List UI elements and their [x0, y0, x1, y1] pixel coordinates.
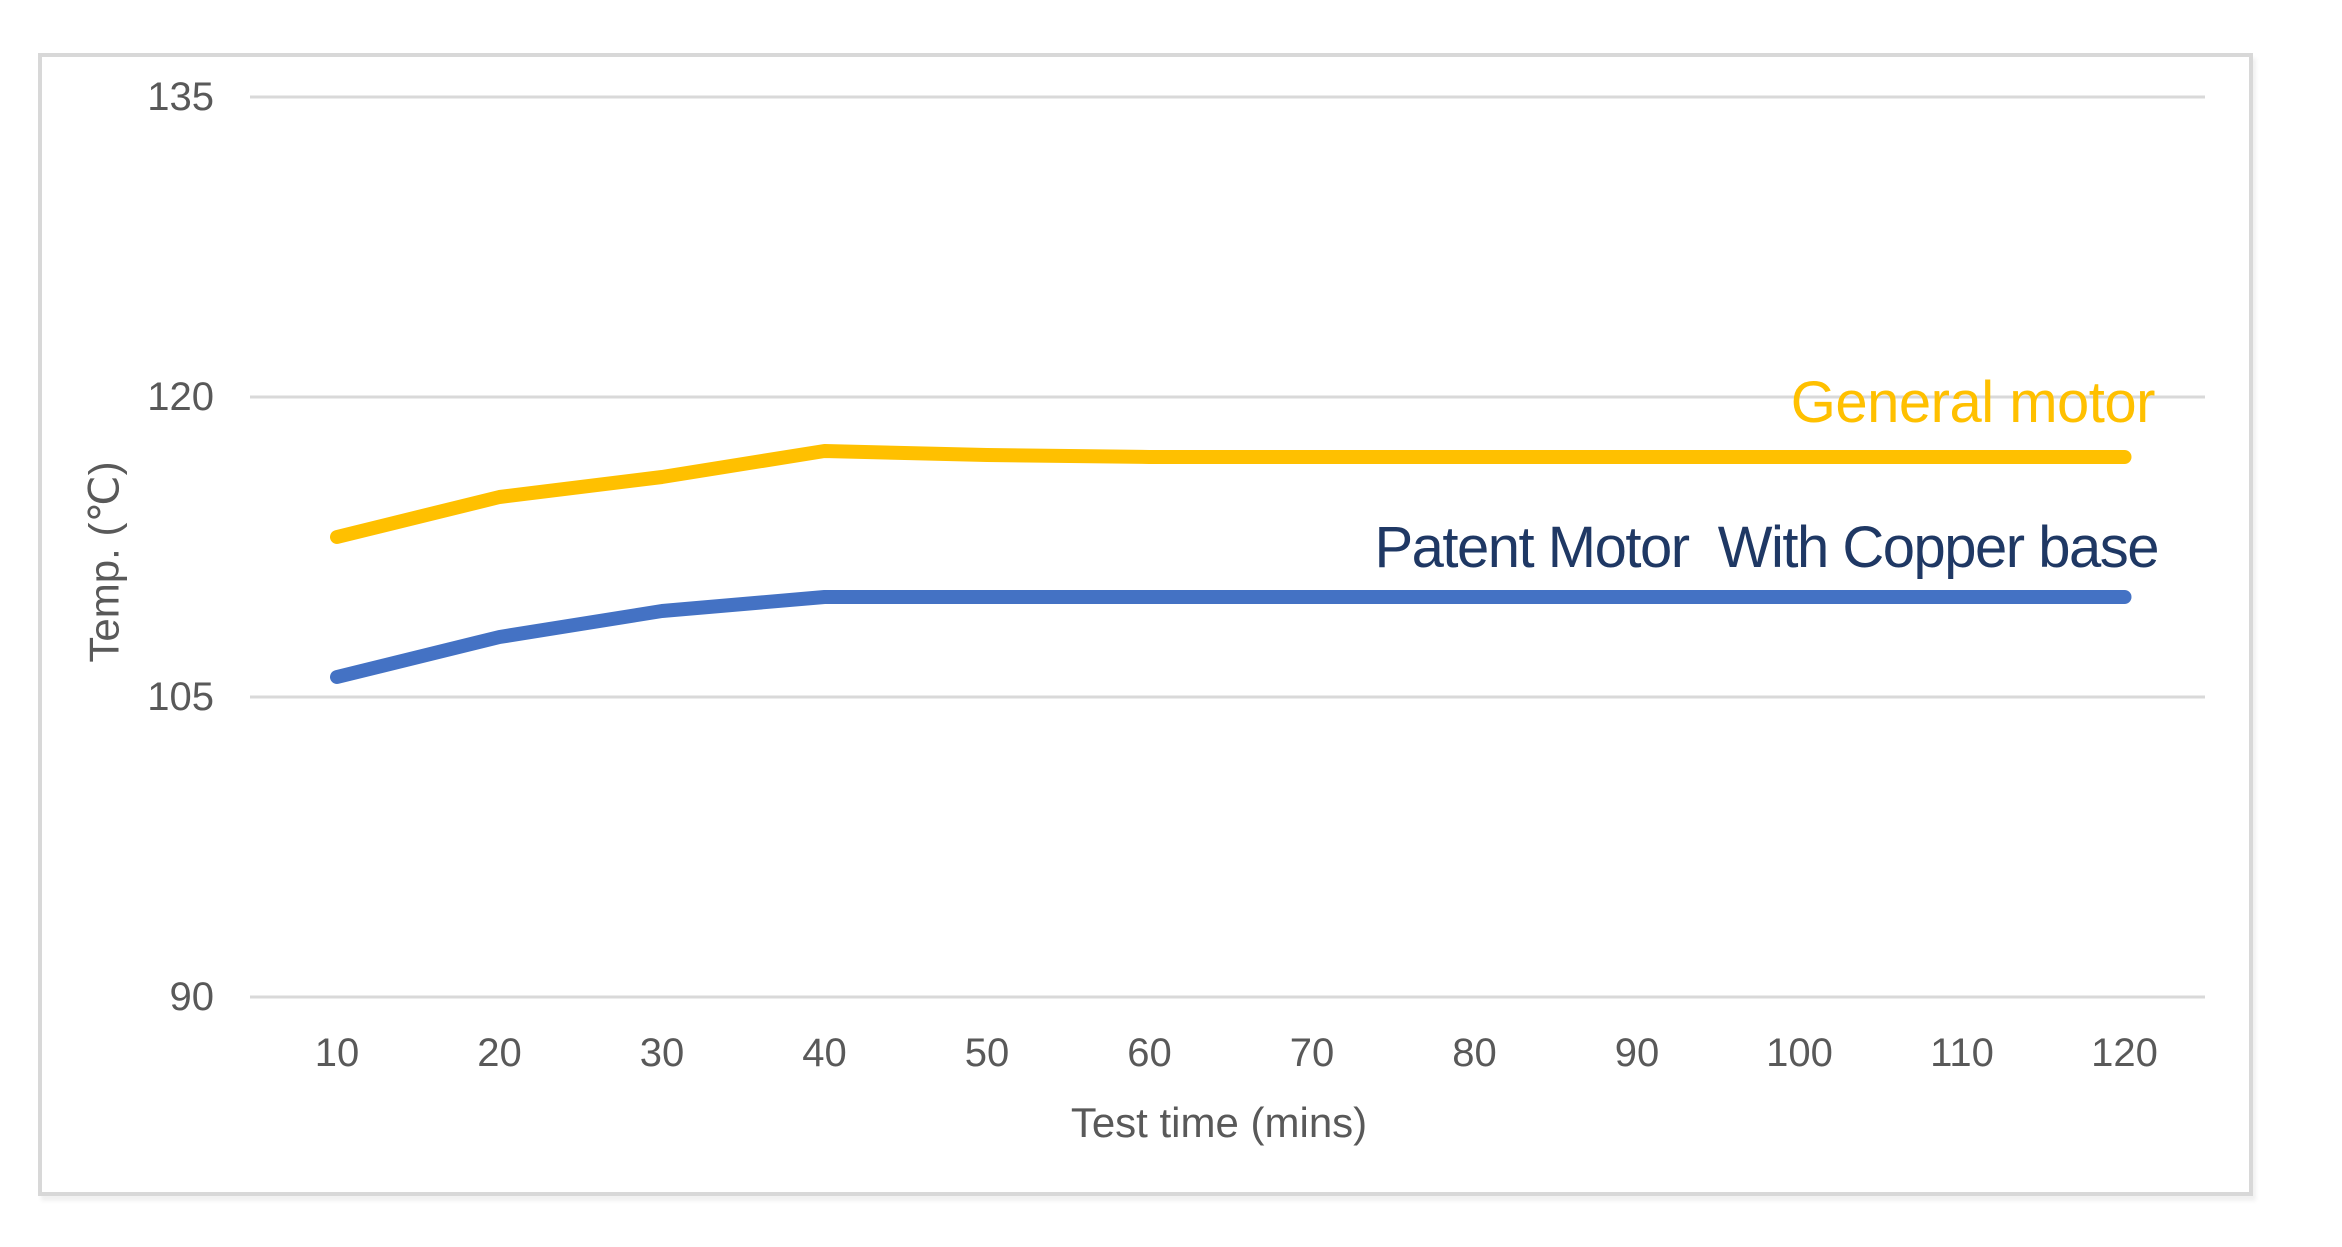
series-line-general-motor — [330, 444, 2132, 544]
series-label-general-motor: General motor — [1790, 370, 2156, 435]
y-tick-label-105: 105 — [147, 675, 214, 719]
x-tick-label-120: 120 — [2091, 1031, 2158, 1075]
chart-frame — [38, 53, 2253, 1196]
x-tick-label-80: 80 — [1452, 1031, 1497, 1075]
x-tick-label-110: 110 — [1930, 1031, 1994, 1075]
x-tick-label-10: 10 — [314, 1031, 360, 1075]
x-tick-label-50: 50 — [964, 1031, 1010, 1075]
x-tick-label-20: 20 — [477, 1031, 522, 1075]
x-tick-label-60: 60 — [1127, 1031, 1172, 1075]
x-tick-label-30: 30 — [639, 1031, 685, 1075]
x-tick-label-100: 100 — [1766, 1031, 1833, 1075]
y-axis-title: Temp. (℃) — [80, 461, 128, 663]
x-tick-label-70: 70 — [1289, 1031, 1335, 1075]
series-label-patent-motor: Patent Motor With Copper base — [1374, 515, 2159, 580]
y-tick-label-135: 135 — [147, 75, 214, 119]
x-tick-label-90: 90 — [1614, 1031, 1660, 1075]
series-line-patent-motor — [330, 590, 2132, 684]
y-tick-label-90: 90 — [169, 975, 215, 1019]
x-axis-title: Test time (mins) — [1070, 1099, 1368, 1146]
y-tick-label-120: 120 — [147, 375, 214, 419]
x-tick-label-40: 40 — [802, 1031, 847, 1075]
